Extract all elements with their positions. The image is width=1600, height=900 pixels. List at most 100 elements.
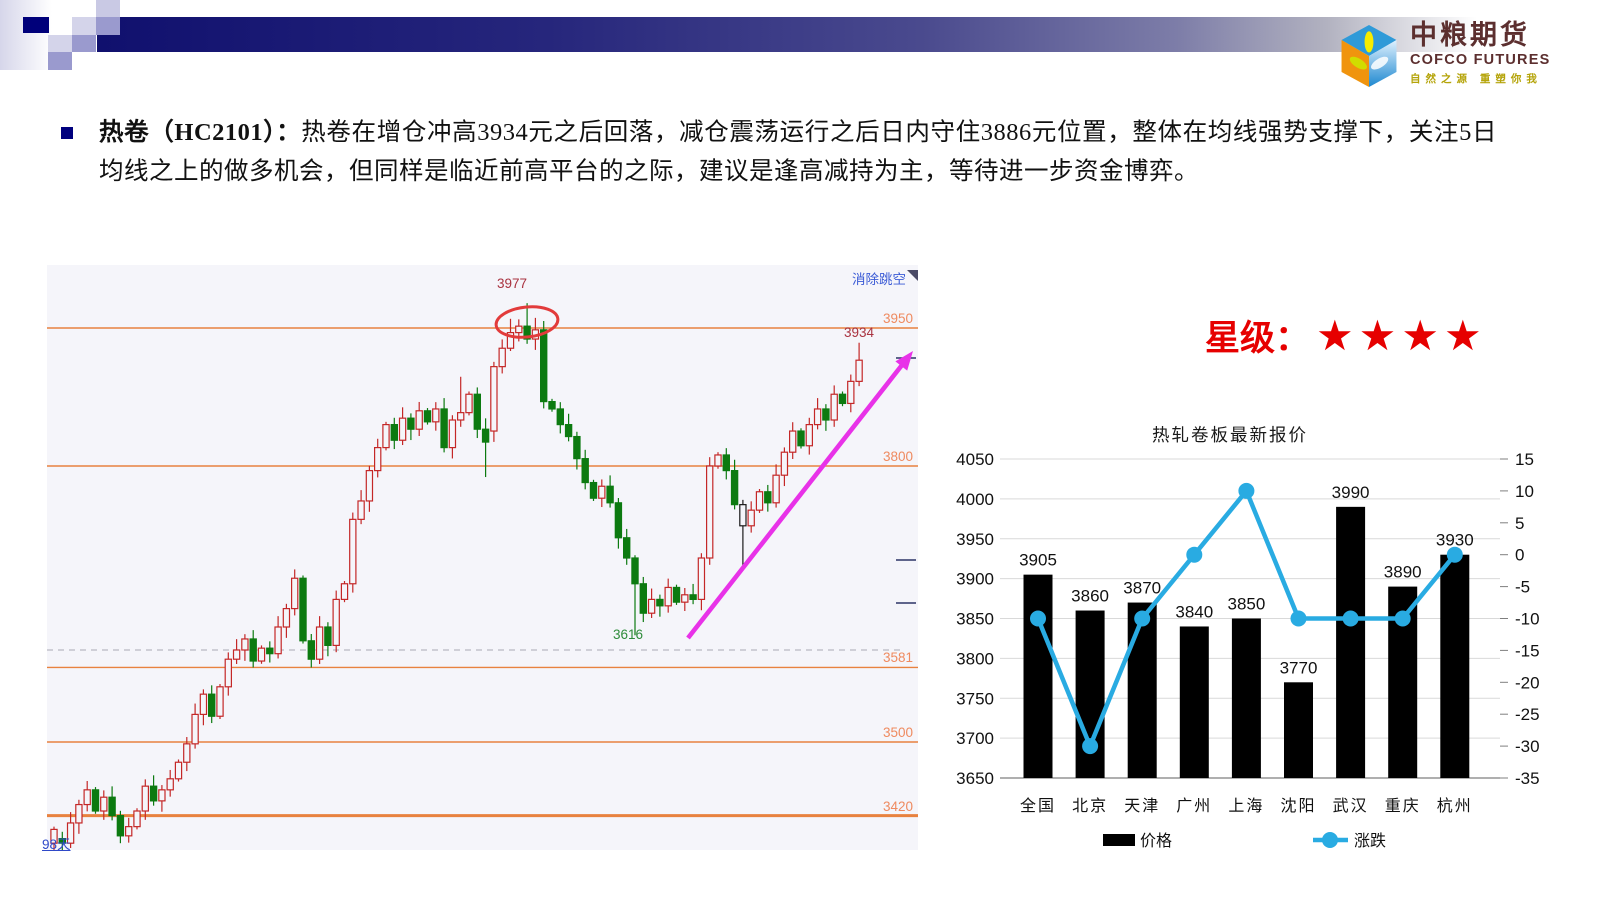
candle-body [714,454,722,467]
candle-body [199,693,208,716]
right-axis-label: -25 [1515,705,1540,724]
x-axis-label: 武汉 [1333,797,1369,815]
candle-body [382,424,390,449]
price-level-label: 3800 [882,449,913,464]
left-axis-label: 3950 [956,530,994,549]
logo-name-cn: 中粮期货 [1410,20,1530,50]
candle-body [473,393,482,430]
candle-body [805,424,814,447]
right-axis-label: 10 [1515,482,1534,501]
candle-body [349,518,357,585]
change-line-marker [1030,610,1046,627]
candle-body [266,647,274,655]
left-axis-label: 3650 [956,769,994,788]
x-axis-label: 杭州 [1437,797,1473,815]
candle-body [124,826,133,837]
candle-body [257,647,266,662]
candle-body [249,638,257,662]
x-axis-label: 上海 [1228,797,1264,815]
x-axis-label: 重庆 [1385,797,1421,815]
chart-title: 热轧卷板最新报价 [1152,425,1308,445]
candle-body [830,393,838,421]
candle-body [174,761,183,780]
candle-body [506,331,515,349]
candlestick-chart: 消除跳空 3977 3934 3616 98天 3950 3800 3581 3500… [42,265,918,852]
header-square-navy [23,17,49,33]
candle-body [291,577,299,610]
candle-body [307,640,316,660]
star-rating: 星级： ★★★★ [1205,310,1487,361]
bullet-marker [61,127,73,139]
candle-body [216,686,224,717]
candle-body [689,594,697,600]
legend-bar-swatch [1103,834,1135,846]
candle-body [191,713,199,745]
peak-price-label: 3977 [497,276,528,291]
bar-value-label: 3770 [1280,658,1318,677]
candle-body [183,743,191,763]
cofco-cube-icon [1338,22,1400,102]
right-axis-label: -5 [1515,578,1530,597]
change-line-marker [1134,610,1151,627]
candle-body [697,557,706,601]
right-axis-label: -35 [1515,769,1540,788]
candle-body [407,417,415,430]
candle-body [764,491,772,504]
candle-body [415,410,423,430]
right-axis-label: 15 [1515,450,1534,469]
price-level-label: 3500 [882,725,913,740]
candle-body [622,537,631,559]
candle-body [282,608,291,628]
candle-body [647,598,656,614]
candle-body [274,626,282,655]
x-axis-label: 全国 [1020,797,1056,815]
candle-body [523,325,531,340]
summary-paragraph: 热卷（HC2101）：热卷在增仓冲高3934元之后回落，减仓震荡运行之后日内守住… [99,113,1497,191]
logo-slogan: 自然之源 重塑你我 [1410,72,1542,85]
bar-value-label: 3870 [1123,579,1161,598]
candle-body [822,408,830,421]
change-line-marker [1446,546,1463,563]
candle-body [224,658,232,688]
right-axis-label: 5 [1515,514,1524,533]
bar-value-label: 3860 [1071,587,1109,606]
candlestick-canvas [47,303,918,850]
right-axis-label: -20 [1515,673,1540,692]
candle-body [540,329,548,403]
rating-stars-icon: ★★★★ [1316,311,1487,359]
latest-price-label: 3934 [844,325,875,340]
right-axis-label: -10 [1515,610,1540,629]
left-axis-label: 3750 [956,689,994,708]
left-axis-label: 4050 [956,450,994,469]
price-quote-chart: 热轧卷板最新报价 4050 4000 3950 3900 3850 3800 3750 3700… [930,415,1550,860]
cofco-logo: 中粮期货 COFCO FUTURES 自然之源 重塑你我 [1338,22,1588,102]
header-square [72,35,96,52]
header-square [96,17,120,35]
candle-body [108,796,116,817]
price-bar [1440,554,1470,778]
candle-body [772,474,780,504]
remove-gap-tool-label[interactable]: 消除跳空 [852,272,906,287]
candle-body [639,583,648,614]
header-square [48,52,72,70]
change-line-marker [1238,482,1255,499]
price-bar [1284,682,1313,778]
candle-body [722,454,731,472]
legend-bar-label: 价格 [1140,832,1172,850]
swing-low-label: 3616 [613,627,644,642]
candle-body [116,814,125,837]
candle-body [50,828,58,844]
candle-body [75,803,83,824]
left-axis-label: 3700 [956,729,994,748]
bar-value-label: 3890 [1384,563,1422,582]
candle-body [730,470,739,506]
bar-value-label: 3850 [1227,595,1265,614]
header-square [72,17,96,35]
candle-body [681,594,689,603]
price-bar [1231,618,1261,778]
candle-body [813,408,822,426]
rating-label: 星级： [1205,319,1311,358]
candle-body [324,626,332,646]
candle-body [465,393,473,414]
